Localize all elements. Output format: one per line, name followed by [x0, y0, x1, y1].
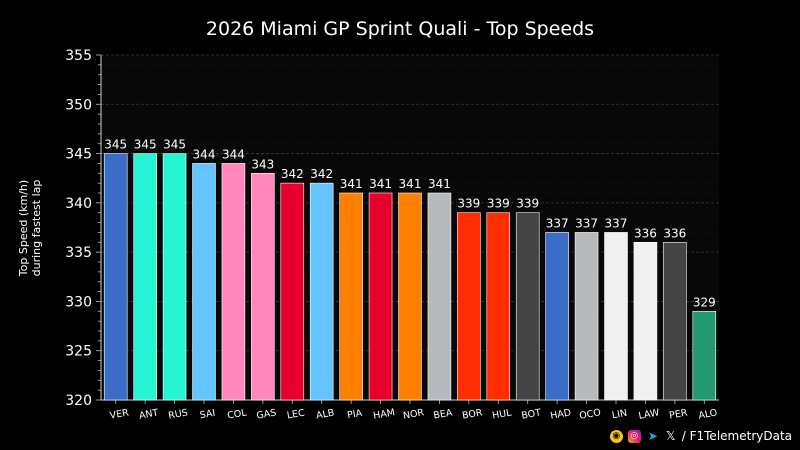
x-tick-label: HAM [372, 407, 395, 422]
data-labels: 345 345 345 344 344 343 342 342 341 341 341 341 339 3… [104, 138, 715, 310]
bar-had [545, 232, 569, 401]
x-tick-label: ALO [698, 407, 719, 421]
chart-title: 2026 Miami GP Sprint Quali - Top Speeds [205, 18, 595, 40]
data-label: 339 [457, 197, 480, 211]
y-tick-label: 345 [65, 147, 92, 163]
data-label: 342 [281, 167, 304, 181]
y-tick-label: 355 [65, 48, 92, 64]
data-label: 341 [399, 177, 422, 191]
data-label: 339 [487, 197, 510, 211]
x-tick-label: COL [226, 407, 248, 421]
bar-nor [398, 192, 422, 401]
y-tick-label: 330 [65, 294, 92, 310]
bars [103, 153, 717, 401]
data-label: 345 [104, 138, 127, 152]
bar-alo [692, 310, 717, 401]
bar-sai [192, 163, 216, 401]
data-label: 336 [634, 226, 657, 240]
x-tick-label: LIN [611, 408, 628, 421]
bar-per [663, 241, 687, 401]
x-tick-label: PIA [346, 408, 363, 422]
bar-bea [427, 192, 452, 401]
y-tick-label: 335 [65, 245, 92, 261]
bar-alb [309, 182, 334, 401]
data-label: 345 [134, 138, 157, 152]
data-label: 337 [575, 216, 598, 230]
x-tick-label: OCO [579, 407, 602, 422]
x-tick-label: LEC [286, 408, 306, 422]
x-tick-label: RUS [168, 407, 189, 421]
x-tick-label: GAS [256, 407, 277, 421]
footer-social: ◉ ◎ ➤ 𝕏 / F1TelemetryData [609, 428, 792, 444]
data-label: 337 [605, 216, 628, 230]
y-tick-label: 350 [65, 97, 92, 113]
y-tick-label: 320 [65, 393, 92, 409]
x-tick-label: LAW [638, 407, 661, 422]
x-tick-label: BEA [433, 407, 454, 421]
data-label: 344 [222, 147, 245, 161]
x-tick-label: VER [109, 407, 130, 421]
bar-bot [515, 212, 540, 401]
data-label: 343 [251, 157, 274, 171]
x-tick-label: BOR [461, 407, 483, 421]
x-icon[interactable]: 𝕏 [665, 428, 676, 443]
data-label: 336 [663, 226, 686, 240]
bar-law [633, 241, 658, 401]
bar-hul [486, 212, 511, 401]
data-label: 344 [193, 147, 216, 161]
data-label: 341 [428, 177, 451, 191]
x-tick-label: ANT [138, 407, 159, 421]
bar-rus [162, 153, 187, 401]
telegram-icon[interactable]: ➤ [647, 428, 658, 443]
x-tick-label: NOR [402, 407, 425, 422]
y-tick-label: 340 [65, 196, 92, 212]
bar-oco [574, 232, 599, 401]
footer-handle[interactable]: / F1TelemetryData [681, 429, 792, 443]
bar-ham [368, 192, 393, 401]
x-tick-label: ALB [315, 408, 335, 422]
x-tick-label: SAI [199, 408, 216, 422]
x-tick-label: PER [668, 407, 688, 421]
x-tick-label: HUL [491, 407, 513, 421]
data-label: 345 [163, 138, 186, 152]
data-label: 339 [516, 197, 539, 211]
y-axis-label-line-1: Top Speed (km/h) [17, 179, 30, 277]
bar-ver [103, 153, 128, 401]
data-label: 341 [340, 177, 363, 191]
bar-ant [133, 153, 157, 401]
y-tick-label: 325 [65, 344, 92, 360]
bar-lin [604, 232, 628, 401]
bar-pia [339, 192, 363, 401]
data-label: 342 [310, 167, 333, 181]
x-tick-label: BOT [521, 407, 542, 421]
x-tick-label: HAD [549, 407, 572, 421]
y-axis-label-line-2: during fastest lap [30, 179, 43, 277]
axes: 320 325 330 335 340 345 350 355 VER ANT RUS SAI COL G… [65, 48, 719, 422]
instagram-icon[interactable]: ◎ [627, 429, 641, 443]
bar-col [221, 163, 246, 401]
data-label: 329 [693, 295, 716, 309]
patreon-icon[interactable]: ◉ [609, 429, 623, 443]
bar-lec [280, 182, 305, 401]
bar-gas [251, 172, 275, 401]
data-label: 341 [369, 177, 392, 191]
data-label: 337 [546, 216, 569, 230]
y-axis-label: Top Speed (km/h) during fastest lap [17, 180, 43, 277]
bar-bor [457, 212, 481, 401]
